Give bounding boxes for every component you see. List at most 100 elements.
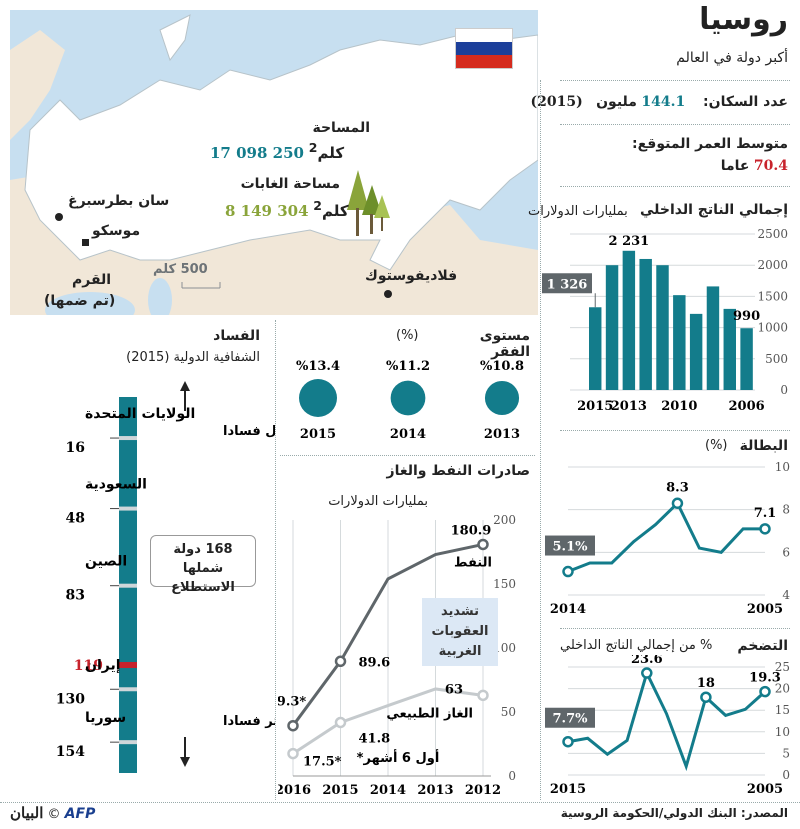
corruption-russia-marker [119,662,137,669]
gdp-last-label: 990 [733,309,760,324]
russia-territory [24,34,538,271]
novaya-zemlya [159,14,191,62]
inflation-callout-box [545,707,595,728]
paper-logo: البيان [10,804,44,822]
exports-oil-2-label: 89.6 [359,655,391,670]
exports-gas-start-label: 17.5* [303,755,342,770]
exports-oil-start-label: 39.3* [278,695,306,710]
forest-value-row: 8 149 304 كلم2 [225,198,349,220]
gdp-bar [723,308,736,390]
poverty-unit: (%) [396,328,419,343]
corruption-tick [119,506,137,511]
least-arrow-head [180,381,190,391]
unemployment-xtick-label: 2014 [550,602,586,617]
exports-marker [287,747,299,760]
unemployment-ytick-label: 10 [775,460,790,474]
exports-chart: 0 50 100 150 200 2012 2013 2014 2015 2016 180.9 الن… [278,513,516,798]
unemployment-last-label: 7.1 [754,506,777,521]
black-sea [45,292,135,315]
population-label: عدد السكان: [703,94,788,110]
unemployment-ytick-label: 6 [782,545,790,559]
exports-oil-name: النفط [454,555,492,570]
inflation-first-label: 7.7% [553,712,589,727]
poverty-value-label: %13.4 [296,359,340,374]
exports-oil-end-label: 180.9 [451,523,492,538]
poverty-circle [484,380,520,416]
corruption-chart: الولايات المتحدة 16 السعودية 48 الصين 83 119إي… [56,381,275,773]
inflation-title: التضخم [737,638,788,654]
area-value-row: 17 098 250 كلم2 [210,140,344,162]
poverty-circle [390,380,426,416]
unemployment-ytick-label: 8 [782,503,790,517]
gdp-ytick-label: 500 [765,352,788,366]
area-sup: 2 [308,140,318,155]
unemployment-chart: 4 6 8 10 2005 2014 7.1 8.3 5.1% [545,460,790,617]
moscow-marker [82,239,89,246]
russia-flag [455,28,513,69]
exports-ytick-label: 100 [493,641,516,655]
gdp-xtick-label: 2006 [728,399,764,414]
corruption-country-rank: 130 [56,691,85,707]
inflation-last-label: 19.3 [749,671,781,686]
source-text: المصدر: البنك الدولي/الحكومة الروسية [560,806,788,820]
corruption-country-rank: 83 [66,588,85,604]
inflation-unit: % من إجمالي الناتج الداخلي [560,638,713,653]
gdp-title: إجمالي الناتج الداخلي [640,202,788,218]
gdp-bar [740,328,753,390]
corruption-tick [119,740,137,745]
least-corrupt-label: الأقل فسادا [223,422,275,439]
gdp-bar [605,265,619,390]
afp-logo: AFP [64,806,96,822]
gdp-bar [589,307,602,390]
exports-ytick-label: 0 [508,769,516,783]
gdp-bar [706,286,720,390]
gdp-ytick-label: 2500 [757,227,788,241]
map-panel: المساحة 17 098 250 كلم2 مساحة الغابات 8 … [10,10,538,315]
corruption-title: الفساد [213,328,260,344]
footer-credits: البيان © AFP [10,804,95,822]
inflation-marker [700,691,712,703]
crimea-note: (تم ضمها) [44,293,116,309]
life-value: 70.4 [753,158,788,174]
corruption-tick [119,583,137,588]
scale-label: 500 كلم [153,262,208,277]
exports-marker [477,538,489,551]
gdp-first-label: 1 326 [547,277,588,292]
exports-title: صادرات النفط والغاز [386,463,530,479]
exports-ytick-label: 150 [493,577,516,591]
scandinavia [10,30,65,140]
poverty-title: مستوى الفقر [479,328,530,360]
vladivostok-marker [384,290,392,298]
most-corrupt-label: الأكثر فسادا [223,712,275,729]
forest-label: مساحة الغابات [240,176,340,192]
life-row: 70.4 عاما [721,158,788,174]
unemployment-marker [671,497,684,510]
gdp-bar [689,313,703,390]
unemployment-marker [562,565,574,578]
gdp-ytick-label: 2000 [757,258,788,272]
unemployment-marker [759,523,771,535]
page-title: روسيا [699,2,788,37]
unemployment-peak-label: 8.3 [666,480,689,495]
poverty-year-label: 2015 [300,427,336,442]
gdp-ytick-label: 1000 [757,321,788,335]
corruption-country-rank: 16 [66,440,85,456]
st-petersburg-marker [55,213,63,221]
exports-unit: بمليارات الدولارات [328,494,428,509]
exports-series-line [292,687,484,755]
gdp-xtick-label: 2010 [661,399,697,414]
poverty-year-label: 2013 [484,427,520,442]
page-subtitle: أكبر دولة في العالم [676,50,788,66]
unemployment-line [567,500,765,573]
exports-marker [477,689,489,702]
unemployment-callout-box [545,535,595,556]
exports-gas-2-label: 41.8 [359,731,391,746]
corruption-country-rank: 48 [66,511,85,527]
exports-ytick-label: 50 [501,705,516,719]
unemployment-ytick-label: 4 [782,588,790,602]
exports-xtick-label: 2013 [417,783,453,798]
inflation-mid-label: 18 [697,676,715,691]
inflation-ytick-label: 0 [782,768,790,782]
corruption-tick [119,687,137,692]
